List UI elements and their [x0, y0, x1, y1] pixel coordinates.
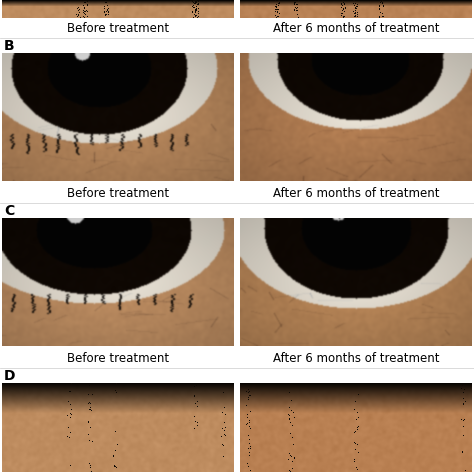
Text: After 6 months of treatment: After 6 months of treatment: [273, 352, 439, 365]
Text: B: B: [4, 39, 15, 53]
Text: Before treatment: Before treatment: [67, 352, 169, 365]
Text: C: C: [4, 204, 14, 218]
Text: Before treatment: Before treatment: [67, 21, 169, 35]
Text: D: D: [4, 369, 16, 383]
Text: Before treatment: Before treatment: [67, 186, 169, 200]
Text: After 6 months of treatment: After 6 months of treatment: [273, 186, 439, 200]
Text: After 6 months of treatment: After 6 months of treatment: [273, 21, 439, 35]
